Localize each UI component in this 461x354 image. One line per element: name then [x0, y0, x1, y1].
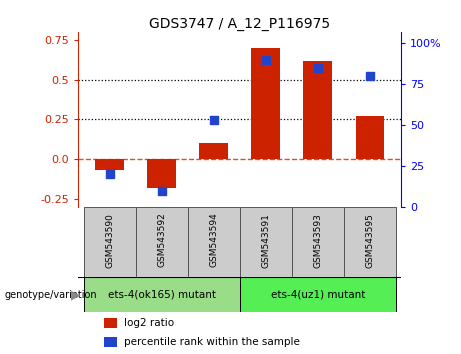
Bar	[95, 159, 124, 170]
Bar	[344, 207, 396, 277]
Text: ▶: ▶	[71, 288, 81, 301]
Text: GSM543592: GSM543592	[157, 213, 166, 268]
Bar	[83, 277, 240, 312]
Bar	[355, 116, 384, 159]
Bar	[240, 277, 396, 312]
Title: GDS3747 / A_12_P116975: GDS3747 / A_12_P116975	[149, 17, 330, 31]
Text: genotype/variation: genotype/variation	[5, 290, 97, 300]
Bar	[83, 207, 136, 277]
Text: GSM543590: GSM543590	[105, 213, 114, 268]
Point	[158, 188, 165, 194]
Point	[210, 118, 218, 123]
Text: GSM543594: GSM543594	[209, 213, 218, 268]
Point	[314, 65, 321, 71]
Bar	[200, 143, 228, 159]
Text: log2 ratio: log2 ratio	[124, 318, 174, 327]
Text: GSM543593: GSM543593	[313, 213, 322, 268]
Bar	[251, 48, 280, 159]
Text: percentile rank within the sample: percentile rank within the sample	[124, 337, 300, 347]
Bar	[104, 318, 117, 327]
Text: GSM543591: GSM543591	[261, 213, 270, 268]
Bar	[148, 159, 176, 188]
Text: ets-4(uz1) mutant: ets-4(uz1) mutant	[271, 290, 365, 300]
Bar	[104, 337, 117, 347]
Bar	[136, 207, 188, 277]
Text: GSM543595: GSM543595	[365, 213, 374, 268]
Bar	[292, 207, 344, 277]
Point	[366, 73, 373, 79]
Bar	[303, 61, 332, 159]
Point	[106, 171, 113, 177]
Bar	[240, 207, 292, 277]
Point	[262, 57, 269, 63]
Bar	[188, 207, 240, 277]
Text: ets-4(ok165) mutant: ets-4(ok165) mutant	[108, 290, 216, 300]
